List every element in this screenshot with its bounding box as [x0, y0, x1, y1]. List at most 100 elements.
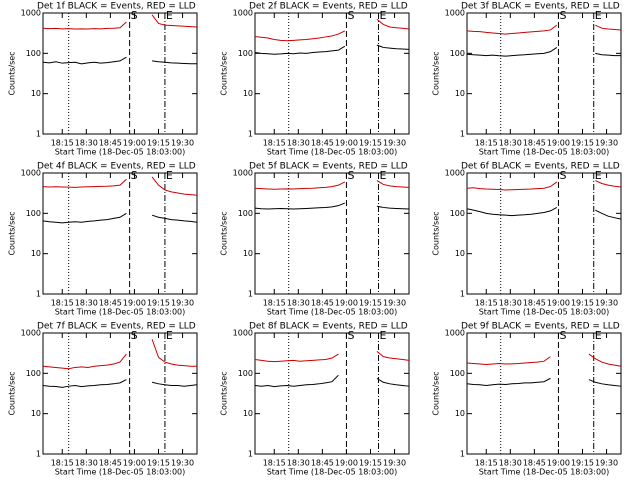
y-tick-label: 10	[31, 249, 41, 258]
x-tick-label: 19:00	[335, 299, 358, 308]
y-tick-label: 100	[450, 49, 465, 58]
x-tick-label: 19:30	[171, 299, 194, 308]
x-tick-label: 19:15	[359, 459, 382, 468]
x-tick-label: 18:15	[51, 299, 74, 308]
y-tick-label: 1	[460, 290, 465, 299]
chart-title: Det 6f BLACK = Events, RED = LLD	[461, 162, 620, 172]
x-tick-label: 19:15	[147, 139, 170, 148]
x-tick-label: 19:00	[547, 299, 570, 308]
y-axis-label: Counts/sec	[220, 371, 229, 415]
y-axis-label: Counts/sec	[8, 371, 17, 415]
chart-title: Det 7f BLACK = Events, RED = LLD	[37, 322, 196, 332]
plot-frame	[466, 12, 622, 135]
x-tick-label: 19:00	[335, 459, 358, 468]
x-axis-label: Start Time (18-Dec-05 18:03:00)	[267, 308, 398, 317]
x-tick-label: 18:30	[75, 299, 98, 308]
x-tick-label: 18:45	[311, 299, 334, 308]
series-line	[42, 339, 197, 370]
x-tick-label: 18:15	[51, 139, 74, 148]
x-tick-label: 18:45	[99, 299, 122, 308]
y-tick-label: 100	[238, 369, 253, 378]
series-line	[42, 212, 198, 224]
y-tick-label: 1000	[21, 169, 41, 178]
y-tick-label: 1000	[21, 9, 41, 18]
x-tick-label: 19:30	[383, 139, 406, 148]
y-tick-label: 1000	[21, 329, 41, 338]
x-axis-label: Start Time (18-Dec-05 18:03:00)	[55, 148, 186, 157]
y-tick-label: 1000	[445, 329, 465, 338]
event-label: S	[131, 9, 138, 22]
x-tick-label: 19:30	[595, 139, 618, 148]
y-tick-label: 100	[450, 209, 465, 218]
x-tick-label: 18:45	[523, 299, 546, 308]
x-tick-label: 18:15	[263, 299, 286, 308]
event-label: E	[595, 169, 602, 182]
x-tick-label: 18:45	[523, 459, 546, 468]
y-axis-label: Counts/sec	[8, 211, 17, 255]
x-tick-label: 18:30	[287, 459, 310, 468]
x-tick-label: 19:00	[123, 299, 146, 308]
x-tick-label: 18:45	[99, 139, 122, 148]
y-axis-label: Counts/sec	[220, 51, 229, 95]
x-tick-label: 19:30	[171, 459, 194, 468]
y-tick-label: 100	[26, 209, 41, 218]
x-tick-label: 18:30	[287, 139, 310, 148]
series-line	[254, 18, 410, 42]
x-axis-label: Start Time (18-Dec-05 18:03:00)	[479, 308, 610, 317]
event-label: E	[166, 329, 173, 342]
y-tick-label: 10	[31, 89, 41, 98]
y-tick-label: 1	[36, 450, 41, 459]
x-tick-label: 19:15	[147, 299, 170, 308]
y-tick-label: 10	[455, 409, 465, 418]
series-line	[466, 206, 622, 220]
chart-title: Det 8f BLACK = Events, RED = LLD	[249, 322, 408, 332]
y-tick-label: 10	[243, 249, 253, 258]
y-tick-label: 1	[248, 450, 253, 459]
plot-frame	[466, 332, 622, 455]
series-line	[254, 202, 410, 210]
x-tick-label: 18:45	[311, 139, 334, 148]
x-tick-label: 19:30	[383, 459, 406, 468]
event-label: E	[595, 9, 602, 22]
plot-frame	[254, 172, 410, 295]
series-line	[42, 56, 197, 65]
event-label: E	[380, 9, 387, 22]
event-label: S	[347, 329, 354, 342]
x-axis-label: Start Time (18-Dec-05 18:03:00)	[55, 468, 186, 477]
x-axis-label: Start Time (18-Dec-05 18:03:00)	[267, 468, 398, 477]
x-tick-label: 19:00	[123, 139, 146, 148]
x-tick-label: 18:45	[523, 139, 546, 148]
event-label: S	[559, 329, 566, 342]
x-tick-label: 19:30	[383, 299, 406, 308]
event-label: S	[131, 169, 138, 182]
x-tick-label: 18:45	[311, 459, 334, 468]
y-tick-label: 1	[460, 130, 465, 139]
event-label: S	[559, 169, 566, 182]
x-tick-label: 19:00	[335, 139, 358, 148]
event-label: E	[380, 169, 387, 182]
y-tick-label: 10	[455, 89, 465, 98]
x-tick-label: 18:30	[287, 299, 310, 308]
x-tick-label: 18:30	[499, 299, 522, 308]
event-label: E	[166, 169, 173, 182]
x-tick-label: 19:00	[547, 139, 570, 148]
x-tick-label: 19:15	[571, 459, 594, 468]
event-label: S	[347, 169, 354, 182]
x-tick-label: 18:15	[475, 299, 498, 308]
series-line	[466, 180, 622, 191]
y-tick-label: 100	[26, 369, 41, 378]
y-tick-label: 1000	[233, 169, 253, 178]
y-tick-label: 10	[243, 89, 253, 98]
y-tick-label: 1	[460, 450, 465, 459]
chart-title: Det 1f BLACK = Events, RED = LLD	[37, 2, 196, 12]
x-tick-label: 19:30	[595, 299, 618, 308]
x-tick-label: 19:15	[359, 299, 382, 308]
series-line	[254, 374, 410, 388]
x-tick-label: 18:15	[475, 139, 498, 148]
x-tick-label: 19:30	[171, 139, 194, 148]
series-line	[42, 176, 198, 196]
x-tick-label: 19:15	[359, 139, 382, 148]
chart-title: Det 9f BLACK = Events, RED = LLD	[461, 322, 620, 332]
y-tick-label: 10	[243, 409, 253, 418]
